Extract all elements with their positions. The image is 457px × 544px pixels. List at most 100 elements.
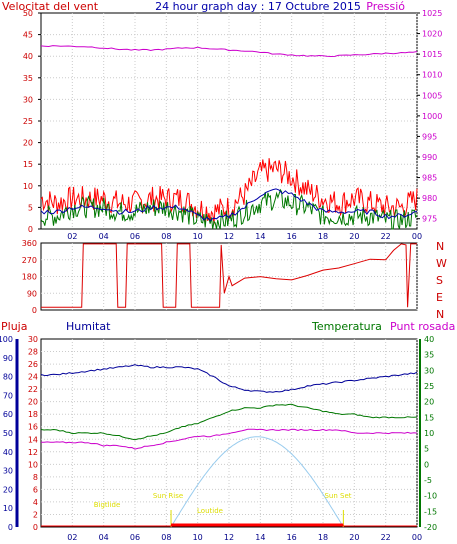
- rain-tick-label: 0: [33, 523, 38, 532]
- temp-tick-label: 40: [424, 335, 434, 344]
- wind-x-tick-label: 10: [193, 232, 203, 241]
- rain-tick-label: 26: [28, 360, 38, 369]
- rain-tick-label: 16: [28, 423, 38, 432]
- temp-tick-label: 15: [424, 413, 434, 422]
- wind-x-tick-label: 00: [412, 232, 422, 241]
- temp-tick-label: 30: [424, 366, 434, 375]
- wind-y-tick-label: 5: [28, 203, 33, 212]
- humidity-tick-label: 10: [3, 504, 13, 513]
- compass-label: E: [436, 291, 443, 304]
- pressure-y-tick-label: 980: [422, 194, 437, 203]
- pressure-y-tick-label: 1005: [422, 91, 442, 100]
- temp-tick-label: 5: [424, 445, 429, 454]
- temp-tick-label: 25: [424, 382, 434, 391]
- rain-tick-label: 2: [33, 510, 38, 519]
- wind-y-tick-label: 50: [23, 9, 33, 18]
- dir-y-tick-label: 360: [22, 239, 37, 248]
- wind-x-tick-label: 20: [349, 232, 359, 241]
- wind-y-tick-label: 20: [23, 139, 33, 148]
- wind-x-tick-label: 06: [130, 232, 140, 241]
- pressure-y-tick-label: 985: [422, 174, 437, 183]
- rain-tick-label: 22: [28, 385, 38, 394]
- wind-x-tick-label: 04: [99, 232, 109, 241]
- temp-tick-label: -20: [424, 523, 437, 532]
- rain-tick-label: 12: [28, 448, 38, 457]
- humidity-tick-label: 100: [0, 335, 13, 344]
- temp-x-tick-label: 00: [412, 533, 422, 542]
- temp-x-tick-label: 16: [287, 533, 297, 542]
- wind-x-tick-label: 12: [224, 232, 234, 241]
- pressure-title: Pressió: [366, 0, 405, 13]
- temp-x-tick-label: 06: [130, 533, 140, 542]
- chart-title: 24 hour graph day : 17 Octubre 2015: [155, 0, 361, 13]
- wind-x-tick-label: 22: [381, 232, 391, 241]
- humidity-tick-label: 60: [3, 410, 13, 419]
- temp-x-tick-label: 14: [255, 533, 265, 542]
- rain-tick-label: 30: [28, 335, 38, 344]
- wind-x-tick-label: 14: [255, 232, 265, 241]
- humidity-label: Humitat: [66, 320, 111, 333]
- temp-tick-label: -15: [424, 507, 437, 516]
- rain-tick-label: 8: [33, 473, 38, 482]
- temperature-label: Temperatura: [311, 320, 382, 333]
- humidity-tick-label: 80: [3, 373, 13, 382]
- pressure-y-tick-label: 1000: [422, 112, 442, 121]
- wind-y-tick-label: 45: [23, 31, 33, 40]
- humidity-tick-label: 40: [3, 448, 13, 457]
- temp-x-tick-label: 18: [318, 533, 328, 542]
- temp-tick-label: 35: [424, 351, 434, 360]
- humidity-tick-label: 70: [3, 391, 13, 400]
- pressure-y-tick-label: 990: [422, 153, 437, 162]
- wind-x-tick-label: 18: [318, 232, 328, 241]
- humidity-tick-label: 90: [3, 354, 13, 363]
- temp-x-tick-label: 02: [67, 533, 77, 542]
- temp-tick-label: 10: [424, 429, 434, 438]
- temp-tick-label: -5: [424, 476, 432, 485]
- humidity-tick-label: 50: [3, 429, 13, 438]
- humidity-tick-label: 30: [3, 467, 13, 476]
- dir-y-tick-label: 270: [22, 256, 37, 265]
- wind-average-line: [40, 188, 418, 222]
- wind-y-tick-label: 15: [23, 160, 33, 169]
- rain-tick-label: 10: [28, 460, 38, 469]
- rain-tick-label: 6: [33, 485, 38, 494]
- compass-label: N: [436, 308, 444, 321]
- pressure-y-tick-label: 1025: [422, 9, 442, 18]
- wind-y-tick-label: 25: [23, 117, 33, 126]
- wind-y-tick-label: 35: [23, 74, 33, 83]
- dewpoint-label: Punt rosada: [390, 320, 455, 333]
- temp-x-tick-label: 20: [349, 533, 359, 542]
- temp-tick-label: 0: [424, 460, 429, 469]
- wind-y-tick-label: 10: [23, 182, 33, 191]
- dir-y-tick-label: 0: [32, 306, 37, 315]
- wind-x-tick-label: 02: [67, 232, 77, 241]
- temp-tick-label: -10: [424, 492, 437, 501]
- pressure-line: [40, 45, 418, 58]
- humidity-tick-label: 0: [8, 523, 13, 532]
- dewpoint-line: [40, 428, 418, 450]
- temp-tick-label: 20: [424, 398, 434, 407]
- temp-x-tick-label: 10: [193, 533, 203, 542]
- wind-y-tick-label: 0: [28, 225, 33, 234]
- rain-tick-label: 24: [28, 373, 38, 382]
- pressure-y-tick-label: 1020: [422, 30, 442, 39]
- rain-tick-label: 20: [28, 398, 38, 407]
- dir-y-tick-label: 180: [22, 273, 37, 282]
- wind-direction-line: [41, 243, 417, 308]
- compass-label: N: [436, 240, 444, 253]
- pressure-y-tick-label: 1015: [422, 50, 442, 59]
- rain-tick-label: 28: [28, 348, 38, 357]
- temp-x-tick-label: 04: [99, 533, 109, 542]
- temp-x-tick-label: 08: [161, 533, 171, 542]
- compass-label: W: [436, 257, 447, 270]
- rain-tick-label: 14: [28, 435, 38, 444]
- wind-speed-line: [40, 188, 418, 230]
- pressure-y-tick-label: 995: [422, 132, 437, 141]
- wind-speed-title: Velocitat del vent: [2, 0, 99, 13]
- rain-label: Pluja: [1, 320, 27, 333]
- dir-y-tick-label: 90: [27, 289, 37, 298]
- humidity-tick-label: 20: [3, 485, 13, 494]
- wind-x-tick-label: 08: [161, 232, 171, 241]
- humidity-line: [40, 364, 418, 393]
